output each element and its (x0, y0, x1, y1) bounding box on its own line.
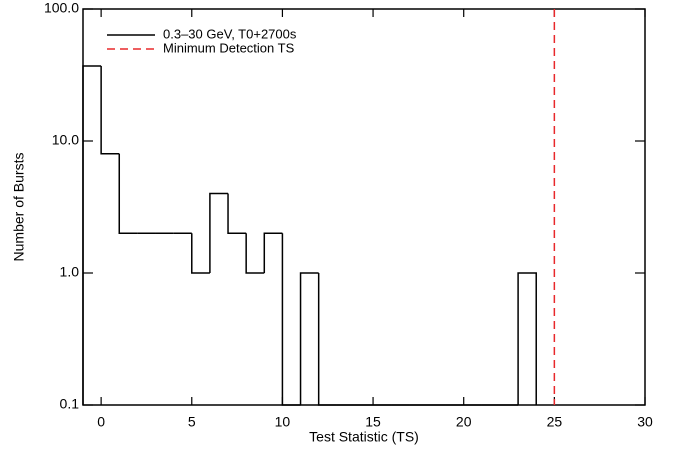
x-tick-label: 5 (188, 414, 196, 430)
x-tick-label: 20 (456, 414, 472, 430)
y-axis-label: Number of Bursts (11, 153, 27, 262)
histogram-step (517, 272, 537, 405)
x-tick-label: 10 (275, 414, 291, 430)
histogram-step (263, 232, 283, 273)
histogram-step (245, 233, 265, 274)
y-tick-label: 0.1 (60, 396, 80, 412)
histogram-step (227, 193, 247, 235)
y-tick-label: 1.0 (60, 264, 80, 280)
histogram-step (118, 153, 138, 235)
histogram-step (191, 233, 210, 274)
histogram-step (299, 272, 319, 405)
legend-label: Minimum Detection TS (163, 40, 295, 55)
histogram-step (82, 65, 102, 405)
x-tick-label: 15 (365, 414, 381, 430)
y-tick-label: 10.0 (52, 132, 79, 148)
x-tick-label: 0 (97, 414, 105, 430)
plot-frame (82, 8, 646, 406)
histogram-step (100, 65, 120, 155)
legend-label: 0.3–30 GeV, T0+2700s (163, 26, 297, 41)
histogram-step (281, 233, 301, 406)
x-tick-label: 30 (637, 414, 653, 430)
histogram-step (317, 273, 337, 406)
histogram-step (209, 192, 229, 273)
y-tick-label: 100.0 (44, 0, 79, 16)
x-tick-label: 25 (547, 414, 563, 430)
x-axis-label: Test Statistic (TS) (309, 429, 419, 445)
